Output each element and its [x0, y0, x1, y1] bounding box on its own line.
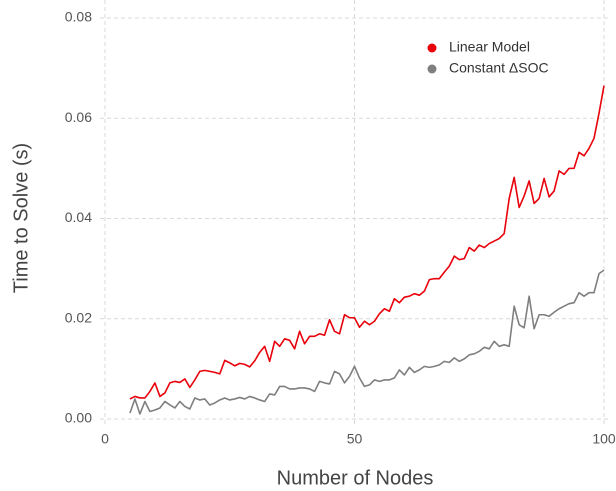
legend-label: Constant ΔSOC [449, 60, 549, 76]
x-tick-label: 0 [101, 431, 109, 447]
x-tick-label: 100 [592, 431, 616, 447]
y-axis-label: Time to Solve (s) [10, 143, 32, 293]
legend-label: Linear Model [449, 39, 530, 55]
y-tick-label: 0.02 [65, 309, 92, 325]
x-axis-label: Number of Nodes [277, 467, 434, 489]
y-tick-label: 0.00 [65, 410, 92, 426]
y-tick-label: 0.08 [65, 9, 92, 25]
x-tick-label: 50 [347, 431, 363, 447]
legend-marker [427, 43, 437, 53]
y-tick-label: 0.04 [65, 209, 92, 225]
legend-marker [427, 64, 437, 74]
series-line [129, 269, 605, 415]
series-line [129, 85, 605, 400]
y-tick-label: 0.06 [65, 109, 92, 125]
